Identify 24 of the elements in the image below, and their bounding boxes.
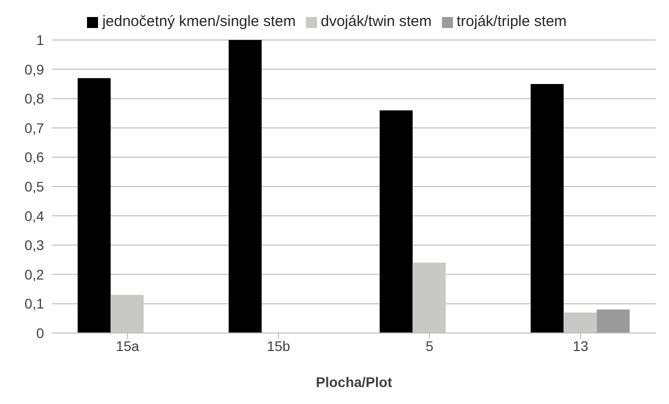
- legend-label: dvoják/twin stem: [320, 13, 432, 30]
- x-tick-label: 5: [426, 338, 434, 354]
- legend-label: jednočetný kmen/single stem: [102, 13, 296, 30]
- y-tick-label: 0,3: [24, 237, 44, 254]
- y-tick-label: 0,9: [24, 61, 44, 78]
- y-tick-label: 0,6: [24, 149, 44, 166]
- y-tick-label: 0,7: [24, 120, 44, 136]
- bar: [78, 78, 111, 333]
- x-axis-title: Plocha/Plot: [316, 374, 392, 390]
- x-tick-label: 13: [572, 338, 588, 354]
- x-tick-label: 15a: [116, 338, 140, 354]
- y-tick-label: 0,5: [24, 178, 44, 194]
- y-tick-label: 0,1: [24, 296, 44, 312]
- y-tick-label: 0,4: [24, 208, 44, 224]
- y-tick-label: 0,2: [24, 266, 44, 282]
- y-tick-label: 0: [36, 324, 44, 341]
- y-tick-label: 1: [36, 32, 44, 48]
- bar: [530, 84, 564, 333]
- legend-label: troják/triple stem: [456, 13, 567, 30]
- bar: [380, 110, 413, 333]
- x-tick-label: 15b: [266, 338, 290, 354]
- y-tick-label: 0,8: [24, 90, 44, 107]
- bar: [228, 40, 262, 333]
- bar: [596, 310, 630, 333]
